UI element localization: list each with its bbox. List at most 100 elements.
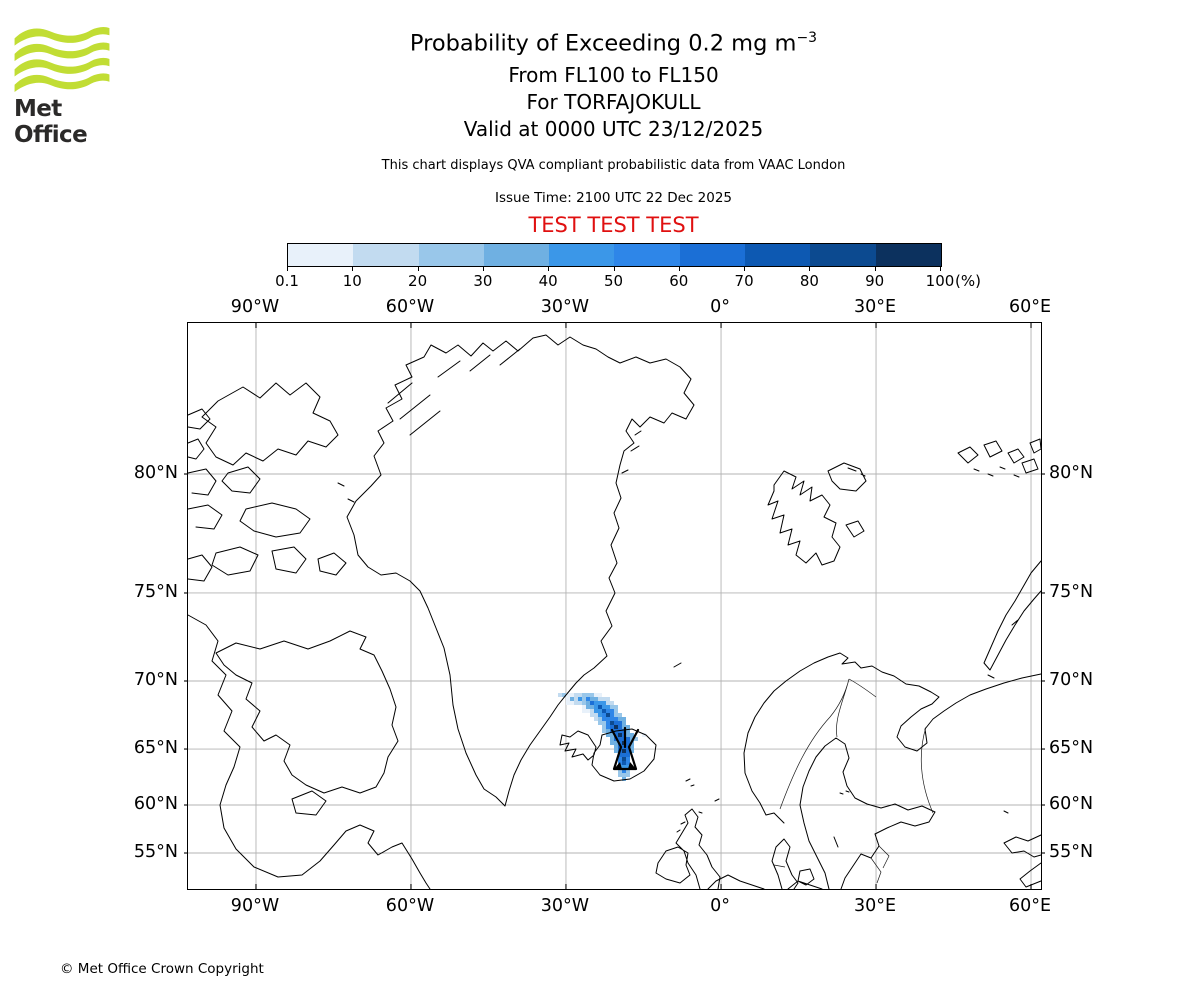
plume-cell [622, 769, 626, 773]
plume-cell [610, 701, 614, 705]
plume-cell [614, 713, 618, 717]
logo-waves-icon [14, 26, 110, 92]
lon-label-top: 60°E [1008, 297, 1052, 317]
plume-cell [618, 737, 622, 741]
plume-cell [594, 709, 598, 713]
lon-label-bottom: 30°W [540, 896, 590, 916]
plume-cell [618, 717, 622, 721]
plume-cell [610, 741, 614, 745]
colorbar-tick-label: 70 [734, 272, 754, 290]
plume-cell [586, 701, 590, 705]
plume-cell [574, 697, 578, 701]
plume-cell [626, 749, 630, 753]
plume-cell [618, 773, 622, 777]
colorbar-tick-label: 40 [538, 272, 558, 290]
coast-scandinavia [743, 652, 1042, 824]
plume-cell [610, 717, 614, 721]
plume-cell [582, 693, 586, 697]
coast-baltic [799, 737, 936, 890]
plume-cell [590, 697, 594, 701]
plume-cell [598, 713, 602, 717]
plume-cell [618, 725, 622, 729]
plume-cell [618, 733, 622, 737]
plume-cell [622, 717, 626, 721]
colorbar-tick [678, 267, 680, 271]
colorbar-segment [549, 244, 615, 266]
colorbar-segment [875, 244, 941, 266]
plume-cell [610, 705, 614, 709]
plume-cell [566, 701, 570, 705]
plume-cell [606, 721, 610, 725]
lat-label-left: 70°N [133, 669, 178, 690]
plume-cell [594, 713, 598, 717]
lon-label-bottom: 60°W [385, 896, 435, 916]
coast-svalbard [767, 462, 867, 566]
plume-cell [562, 693, 566, 697]
colorbar-tick-label: 10 [342, 272, 362, 290]
lat-label-right: 55°N [1049, 842, 1094, 862]
lon-label-top: 30°W [540, 297, 590, 317]
plume-cell [606, 725, 610, 729]
plume-cell [622, 749, 626, 753]
plume-cell [614, 725, 618, 729]
plume-cell [606, 701, 610, 705]
lat-label-right: 60°N [1049, 794, 1094, 814]
title-exponent: −3 [796, 30, 818, 46]
colorbar-tick [287, 267, 288, 271]
plume-cell [590, 693, 594, 697]
plume-cell [570, 693, 574, 697]
plume-cell [606, 709, 610, 713]
plume-cell [610, 713, 614, 717]
colorbar-tick [352, 267, 354, 271]
colorbar-segment [810, 244, 876, 266]
lon-label-top: 30°E [853, 297, 897, 317]
coast-british-isles [655, 662, 721, 890]
plume-cell [610, 733, 614, 737]
plume-cell [606, 717, 610, 721]
lon-label-bottom: 0° [710, 896, 730, 916]
issue-time: Issue Time: 2100 UTC 22 Dec 2025 [494, 190, 733, 206]
colorbar-scale [287, 243, 942, 267]
coast-iceland [559, 728, 657, 782]
plume-cell [606, 713, 610, 717]
plume-cell [610, 709, 614, 713]
plume-cell [622, 777, 626, 781]
map-frame [184, 322, 1045, 890]
plume-cell [574, 701, 578, 705]
plume-cell [614, 733, 618, 737]
plume-cell [618, 713, 622, 717]
plume-cell [622, 721, 626, 725]
plume-cell [626, 773, 630, 777]
lon-label-bottom: 30°E [853, 896, 897, 916]
lon-label-top: 0° [710, 297, 730, 317]
plume-cell [602, 705, 606, 709]
coast-greenland-fjords [387, 348, 642, 474]
plume-cell [598, 697, 602, 701]
colorbar-tick [940, 267, 941, 271]
plume-cell [626, 737, 630, 741]
plume-cell [578, 701, 582, 705]
plume-cell [582, 701, 586, 705]
page-title: Probability of Exceeding 0.2 mg m−3 [190, 30, 1037, 57]
plume-cell [582, 697, 586, 701]
plume-cell [594, 697, 598, 701]
plume-cell [602, 729, 606, 733]
plume-cell [642, 733, 646, 737]
colorbar-tick-label: 20 [408, 272, 428, 290]
colorbar-unit-label: (%) [955, 272, 981, 290]
plume-cell [614, 717, 618, 721]
lon-label-top: 90°W [230, 297, 280, 317]
plume-cell [582, 705, 586, 709]
plume-cell [614, 749, 618, 753]
plume-cell [614, 721, 618, 725]
plume-cell [590, 713, 594, 717]
subtitle-flight-levels: From FL100 to FL150 [508, 63, 719, 87]
plume-cell [614, 709, 618, 713]
plume-cell [626, 741, 630, 745]
plume-cell [602, 709, 606, 713]
plume-cell [594, 701, 598, 705]
plume-cell [566, 693, 570, 697]
colorbar-tick [613, 267, 615, 271]
plume-cell [618, 769, 622, 773]
